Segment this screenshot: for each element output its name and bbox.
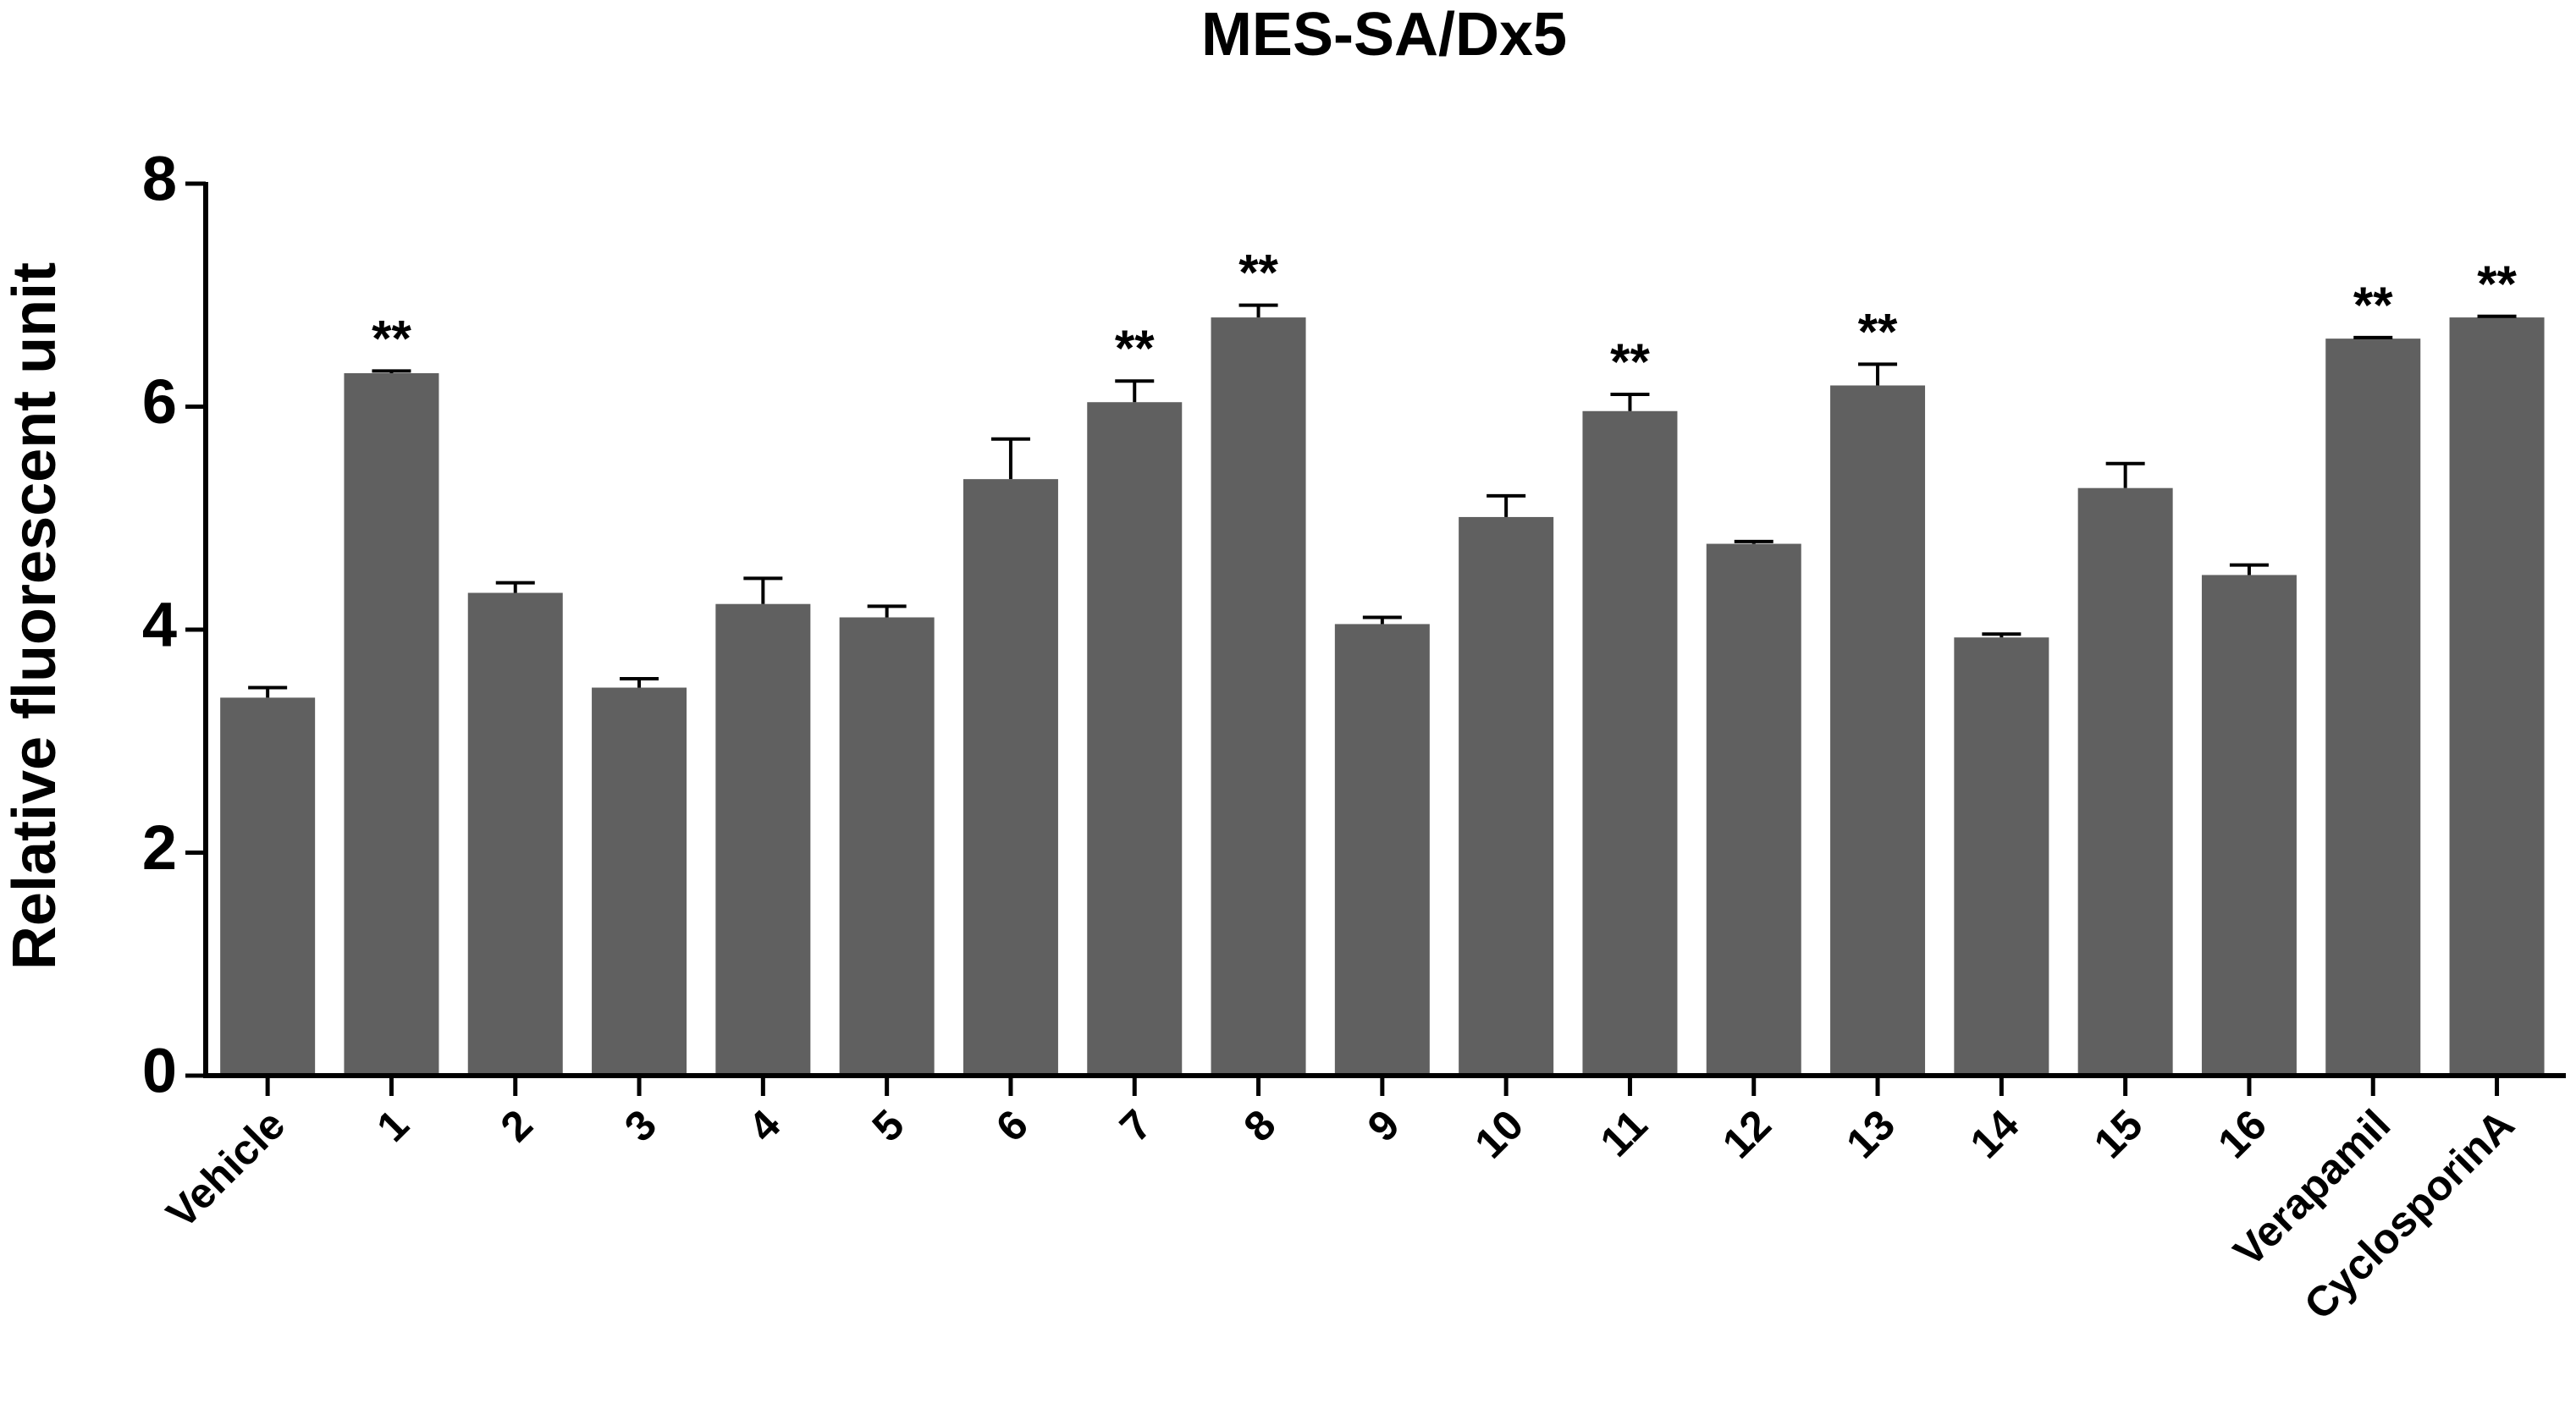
x-tick-label: 5 [863,1101,913,1151]
x-tick-label: 6 [987,1101,1037,1151]
bar [1954,637,2049,1076]
x-tick-label: 2 [492,1101,542,1151]
significance-label: ** [2353,277,2393,333]
y-axis-label: Relative fluorescent unit [1,262,69,970]
bar [1087,402,1183,1076]
bar [467,592,563,1076]
error-bar [1362,615,1402,625]
x-tick-label: 11 [1591,1101,1657,1166]
error-bar [1238,303,1278,318]
x-tick-label: 10 [1465,1101,1532,1168]
error-bar [620,676,659,688]
error-bar [1858,362,1898,386]
error-bar [495,581,535,593]
error-bar [743,576,783,604]
significance-label: ** [1858,303,1898,360]
x-tick-label: 16 [2209,1101,2275,1168]
bar [963,479,1058,1076]
x-tick-label: 15 [2085,1101,2152,1168]
bar [344,372,439,1076]
bar [2449,317,2545,1076]
bar [592,687,687,1076]
x-tick-label: 12 [1713,1101,1780,1168]
bar [1830,385,1926,1076]
bar [1211,317,1306,1076]
y-tick-label: 6 [142,366,177,437]
significance-label: ** [1115,320,1155,377]
bar [2077,487,2173,1076]
bar [1334,624,1430,1076]
error-bar [1487,493,1526,517]
chart-title: MES-SA/Dx5 [1201,1,1567,69]
bar [220,697,316,1076]
y-tick-label: 0 [142,1036,177,1106]
bar [1582,410,1678,1076]
error-bar [1734,539,1773,544]
error-bar [2353,335,2393,339]
bar [715,603,811,1076]
x-tick-label: CyclosporinA [2295,1101,2523,1329]
bar [1706,543,1801,1076]
x-tick-label: 7 [1111,1101,1161,1151]
error-bar [2105,461,2145,488]
x-tick-label: 3 [615,1101,665,1151]
significance-label: ** [1238,245,1278,301]
bar [2201,575,2297,1076]
error-bar [2229,563,2269,575]
x-tick-label: 8 [1234,1101,1284,1151]
significance-label: ** [2477,256,2517,312]
x-tick-label: Vehicle [157,1101,294,1237]
bar [839,617,935,1076]
error-bar [1610,393,1650,411]
x-tick-label: 14 [1961,1100,2028,1167]
bar [1459,516,1554,1076]
y-tick-label: 2 [142,812,177,883]
error-bar [248,685,288,698]
y-tick-label: 4 [142,590,177,660]
error-bar [1115,379,1155,403]
x-tick-label: 4 [739,1100,789,1150]
significance-label: ** [1610,333,1650,390]
significance-label: ** [372,310,411,366]
x-tick-label: 13 [1837,1101,1904,1168]
x-tick-label: 9 [1359,1101,1409,1151]
x-tick-label: 1 [367,1101,417,1151]
error-bar [1982,632,2022,638]
bar [2325,339,2421,1076]
y-tick-label: 8 [142,144,177,214]
error-bar [867,604,907,618]
error-bar [372,369,411,373]
error-bar [990,437,1030,480]
